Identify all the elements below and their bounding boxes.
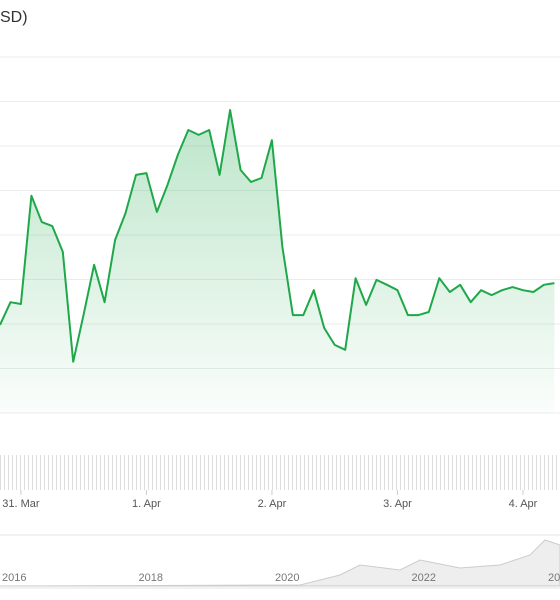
x-tick-label: 2. Apr: [258, 498, 287, 510]
x-tick-label: 31. Mar: [2, 498, 40, 510]
navigator-area: [0, 539, 560, 587]
navigator-label: 2020: [275, 572, 299, 584]
navigator-label: 2018: [139, 572, 163, 584]
x-tick-label: 1. Apr: [132, 498, 161, 510]
line: [0, 109, 555, 363]
navigator-label: 20: [548, 572, 560, 584]
x-tick-label: 3. Apr: [383, 498, 412, 510]
navigator-label: 2022: [412, 572, 436, 584]
chart-title: SD): [0, 9, 28, 26]
x-tick-label: 4. Apr: [509, 498, 538, 510]
area: [0, 110, 555, 413]
navigator-label: 2016: [2, 572, 26, 584]
volume-area: [0, 455, 560, 490]
